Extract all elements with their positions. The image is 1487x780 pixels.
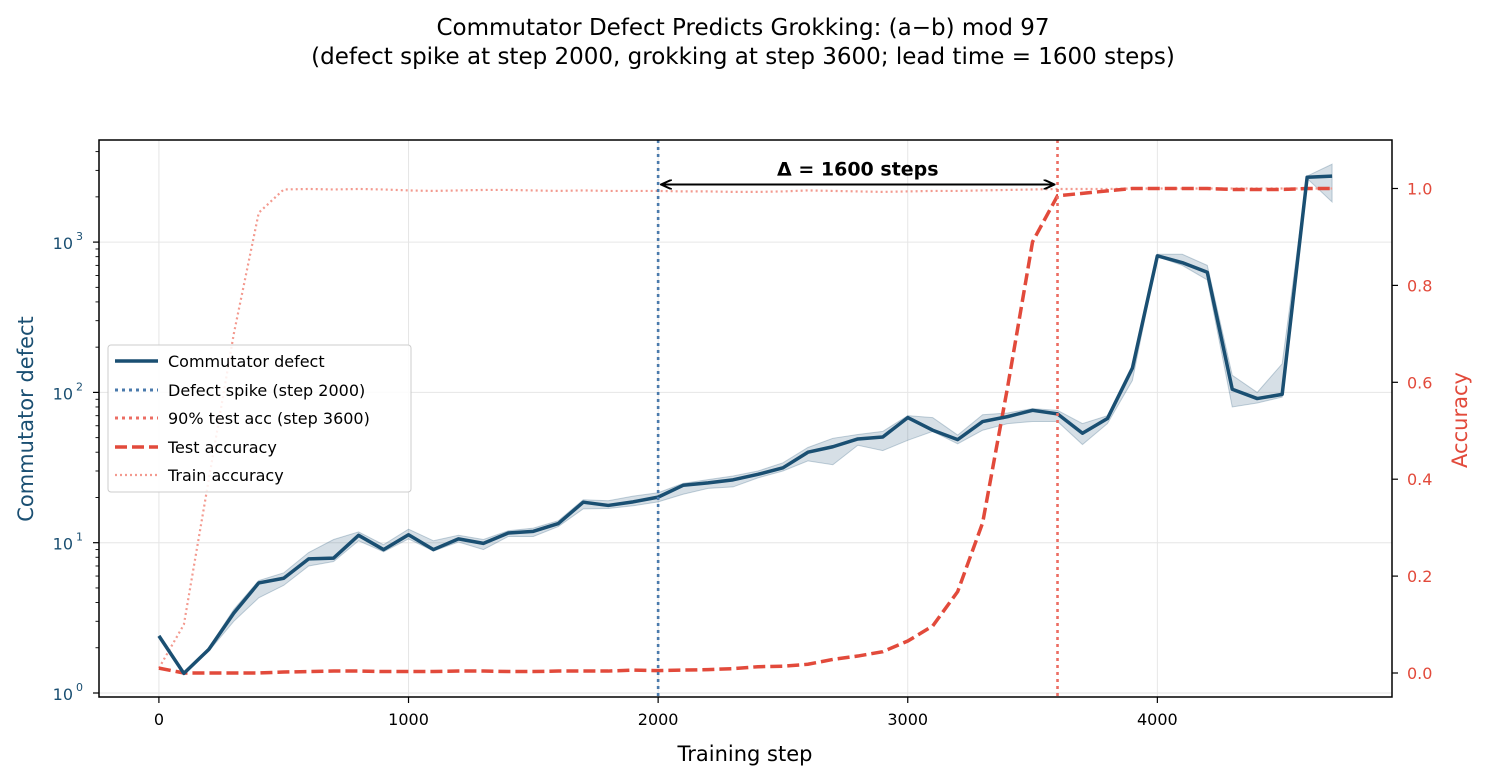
- legend: Commutator defect Defect spike (step 200…: [107, 344, 412, 493]
- y-left-tick-label: 10: [53, 234, 73, 253]
- test-accuracy-line: [158, 186, 1333, 675]
- x-axis-label: Training step: [677, 742, 813, 766]
- defect-band: [158, 163, 1333, 675]
- y-left-tick-exponent: 3: [76, 230, 83, 243]
- legend-label-test: Test accuracy: [167, 438, 277, 457]
- legend-box: [107, 344, 412, 493]
- y-axis-right: 0.0 0.2 0.4 0.6 0.8 1.0: [1392, 180, 1432, 683]
- chart-title-line1: Commutator Defect Predicts Grokking: (a−…: [436, 15, 1049, 41]
- y-right-tick-label: 0.4: [1407, 470, 1432, 489]
- x-tick-label: 1000: [388, 710, 429, 729]
- y-right-tick-label: 0.0: [1407, 664, 1432, 683]
- x-tick-label: 3000: [887, 710, 928, 729]
- commutator-defect-line: [157, 174, 1333, 676]
- legend-label-train: Train accuracy: [167, 466, 284, 485]
- y-left-tick-exponent: 1: [76, 531, 83, 544]
- y-right-tick-label: 0.2: [1407, 567, 1432, 586]
- legend-label-grok: 90% test acc (step 3600): [168, 409, 370, 428]
- y-right-tick-label: 0.6: [1407, 373, 1432, 392]
- y-left-tick-label: 10: [53, 384, 73, 403]
- y-axis-right-label: Accuracy: [1448, 372, 1472, 468]
- y-left-tick-exponent: 0: [76, 681, 83, 694]
- x-tick-label: 0: [154, 710, 164, 729]
- legend-label-spike: Defect spike (step 2000): [168, 381, 365, 400]
- y-left-tick-label: 10: [53, 535, 73, 554]
- plot-frame: [98, 139, 1393, 698]
- lead-time-annotation: Δ = 1600 steps: [662, 159, 1053, 185]
- vline-layer: [656, 140, 1059, 697]
- y-left-tick-exponent: 2: [76, 380, 83, 393]
- x-tick-label: 4000: [1137, 710, 1178, 729]
- y-right-tick-label: 0.8: [1407, 276, 1432, 295]
- x-tick-label: 2000: [638, 710, 679, 729]
- y-axis-left-label: Commutator defect: [14, 316, 38, 522]
- band-layer: [158, 163, 1333, 675]
- y-left-tick-label: 10: [53, 685, 73, 704]
- series-layer: [157, 174, 1333, 676]
- y-right-tick-label: 1.0: [1407, 180, 1432, 199]
- chart-title-line2: (defect spike at step 2000, grokking at …: [311, 44, 1175, 70]
- x-axis: 0 1000 2000 3000 4000: [154, 697, 1178, 729]
- lead-time-label: Δ = 1600 steps: [777, 159, 939, 181]
- legend-label-defect: Commutator defect: [168, 352, 325, 371]
